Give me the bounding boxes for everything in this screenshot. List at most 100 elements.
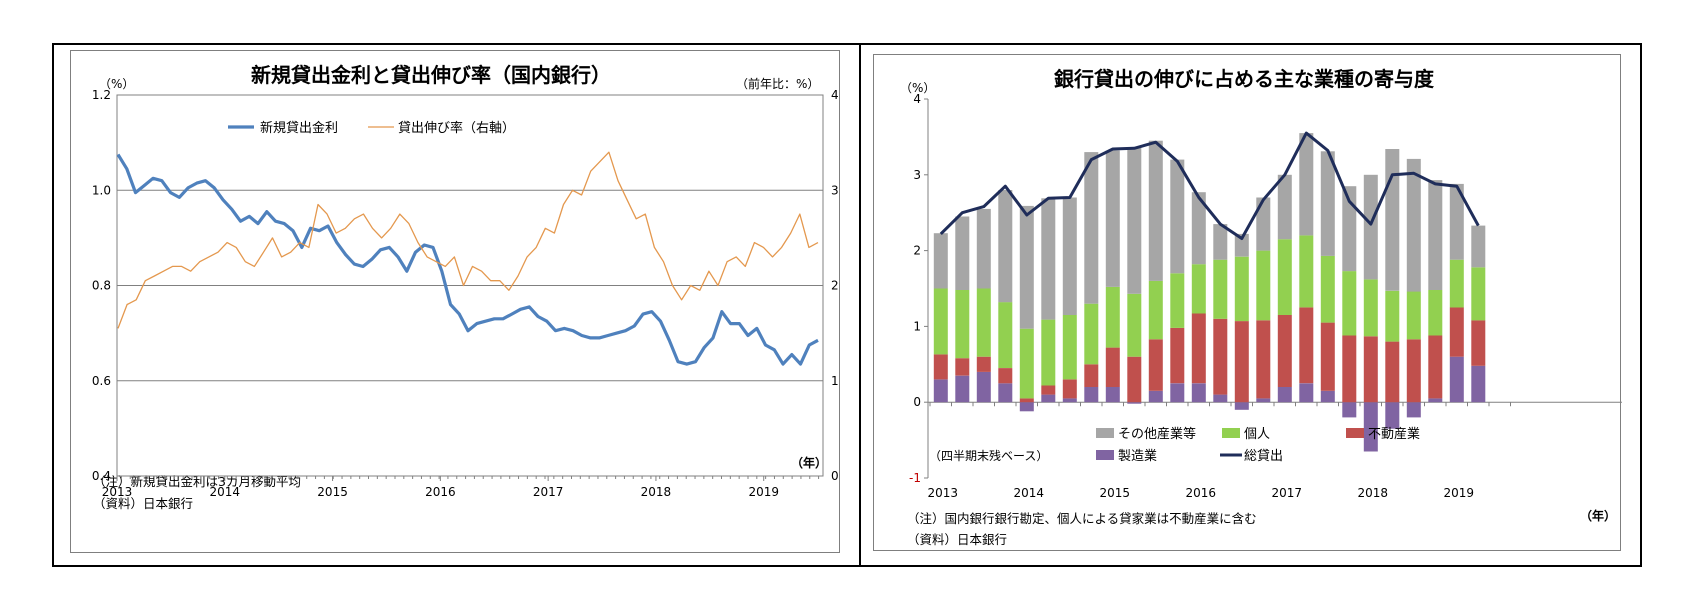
legend-label-lending-rate: 新規貸出金利	[260, 120, 338, 136]
bar-segment-other-industries	[1105, 150, 1120, 287]
right-x-tick-label: 2015	[1099, 486, 1130, 500]
left-y-tick-label: 1.0	[92, 183, 111, 197]
right-note: （注）国内銀行銀行勘定、個人による貸家業は不動産業に含む	[907, 511, 1257, 526]
bar-segment-real-estate	[1041, 385, 1056, 395]
figure-frame	[52, 43, 1642, 567]
legend-swatch-other-industries	[1096, 428, 1114, 438]
right-x-tick-label: 2019	[1443, 486, 1474, 500]
bar-segment-other-industries	[955, 216, 970, 290]
bar-segment-individuals	[1320, 255, 1335, 323]
bar-segment-other-industries	[1234, 233, 1249, 257]
bar-segment-manufacturing	[1342, 402, 1357, 418]
bar-segment-real-estate	[1127, 356, 1142, 403]
bar-segment-other-industries	[1213, 224, 1228, 260]
bar-segment-real-estate	[1191, 313, 1206, 384]
left-y2-tick-label: 0	[831, 469, 839, 483]
bar-segment-real-estate	[1428, 335, 1443, 399]
bar-segment-individuals	[1449, 259, 1464, 308]
bar-segment-real-estate	[1449, 307, 1464, 357]
bar-segment-manufacturing	[1127, 402, 1142, 404]
left-x-tick-label: 2014	[210, 485, 241, 499]
line-series-lending-rate	[116, 153, 819, 366]
left-x-tick-label: 2013	[102, 485, 133, 499]
legend-swatch-manufacturing	[1096, 450, 1114, 460]
line-series-loan-growth	[117, 151, 819, 329]
bar-segment-individuals	[1084, 303, 1099, 365]
left-y-tick-label: 1.2	[92, 88, 111, 102]
bar-segment-real-estate	[1105, 347, 1120, 387]
left-x-tick-label: 2018	[641, 485, 672, 499]
bar-segment-individuals	[1148, 280, 1163, 340]
line-series-total-loans	[939, 131, 1480, 240]
bar-segment-other-industries	[1277, 174, 1292, 240]
bar-segment-individuals	[1062, 315, 1077, 380]
bar-segment-real-estate	[1471, 320, 1486, 366]
bar-segment-individuals	[1234, 256, 1249, 322]
bar-segment-other-industries	[1299, 133, 1314, 236]
right-year-unit: （年）	[1580, 509, 1617, 523]
left-y-tick-label: 0.4	[92, 469, 111, 483]
bar-segment-real-estate	[1084, 364, 1099, 387]
bar-segment-individuals	[1041, 319, 1056, 386]
bar-segment-other-industries	[1385, 149, 1400, 291]
right-y-tick-label: 3	[913, 168, 921, 182]
left-y2-tick-label: 1	[831, 374, 839, 388]
bar-segment-other-industries	[1019, 205, 1034, 329]
legend-swatch-real-estate	[1346, 428, 1364, 438]
legend-label-other-industries: その他産業等	[1118, 426, 1196, 442]
right-chart-panel: 銀行貸出の伸びに占める主な業種の寄与度 （%） （年） （四半期末残ベース） （…	[873, 54, 1621, 551]
right-axis-unit: （前年比：%）	[736, 77, 820, 91]
bar-segment-individuals	[1385, 290, 1400, 342]
right-y-tick-label: 1	[913, 319, 921, 333]
legend-label-total-loans: 総貸出	[1244, 448, 1283, 464]
bar-segment-other-industries	[1406, 158, 1421, 292]
bar-segment-real-estate	[1385, 341, 1400, 403]
bar-segment-individuals	[955, 290, 970, 359]
legend-label-loan-growth: 貸出伸び率（右軸）	[398, 120, 515, 136]
bar-segment-other-industries	[1256, 197, 1271, 251]
legend-label-individuals: 個人	[1244, 427, 1270, 442]
right-x-tick-label: 2017	[1271, 486, 1302, 500]
bar-segment-individuals	[1019, 328, 1034, 399]
bar-segment-other-industries	[1320, 151, 1335, 256]
left-y2-tick-label: 3	[831, 183, 839, 197]
bar-segment-real-estate	[1256, 320, 1271, 399]
bar-segment-manufacturing	[1277, 387, 1292, 403]
bar-segment-manufacturing	[1256, 398, 1271, 403]
right-x-tick-label: 2014	[1013, 486, 1044, 500]
bar-segment-individuals	[1127, 293, 1142, 357]
bar-segment-real-estate	[1170, 327, 1185, 384]
legend-label-manufacturing: 製造業	[1118, 448, 1157, 464]
bar-segment-manufacturing	[1105, 387, 1120, 403]
bar-segment-other-industries	[1084, 152, 1099, 304]
right-y-tick-label: 0	[913, 395, 921, 409]
basis-label: （四半期末残ベース）	[929, 449, 1049, 463]
bar-segment-other-industries	[1148, 140, 1163, 281]
bar-segment-real-estate	[976, 356, 991, 372]
legend-swatch-individuals	[1222, 428, 1240, 438]
bar-segment-other-industries	[1127, 147, 1142, 294]
bar-segment-other-industries	[933, 233, 948, 289]
left-chart-panel: 新規貸出金利と貸出伸び率（国内銀行） （%） （前年比：%） （年） （注）新規…	[70, 50, 840, 553]
bar-segment-manufacturing	[933, 379, 948, 403]
bar-segment-real-estate	[1406, 339, 1421, 403]
left-note: （注）新規貸出金利は3カ月移動平均	[93, 474, 301, 489]
bar-segment-manufacturing	[1406, 402, 1421, 418]
bar-segment-manufacturing	[1062, 398, 1077, 403]
bar-segment-manufacturing	[1234, 402, 1249, 410]
panel-divider	[859, 43, 861, 567]
left-y-tick-label: 0.8	[92, 279, 111, 293]
bar-segment-manufacturing	[1428, 398, 1443, 403]
bar-segment-individuals	[1256, 250, 1271, 321]
bar-segment-other-industries	[1191, 192, 1206, 265]
bar-segment-other-industries	[1428, 180, 1443, 290]
right-chart-title: 銀行貸出の伸びに占める主な業種の寄与度	[1054, 67, 1434, 91]
left-x-tick-label: 2017	[533, 485, 564, 499]
left-source: （資料）日本銀行	[93, 496, 194, 511]
bar-segment-real-estate	[1342, 335, 1357, 403]
bar-segment-manufacturing	[976, 371, 991, 403]
bar-segment-real-estate	[1234, 321, 1249, 403]
bar-segment-manufacturing	[1170, 383, 1185, 403]
bar-segment-individuals	[1428, 290, 1443, 336]
